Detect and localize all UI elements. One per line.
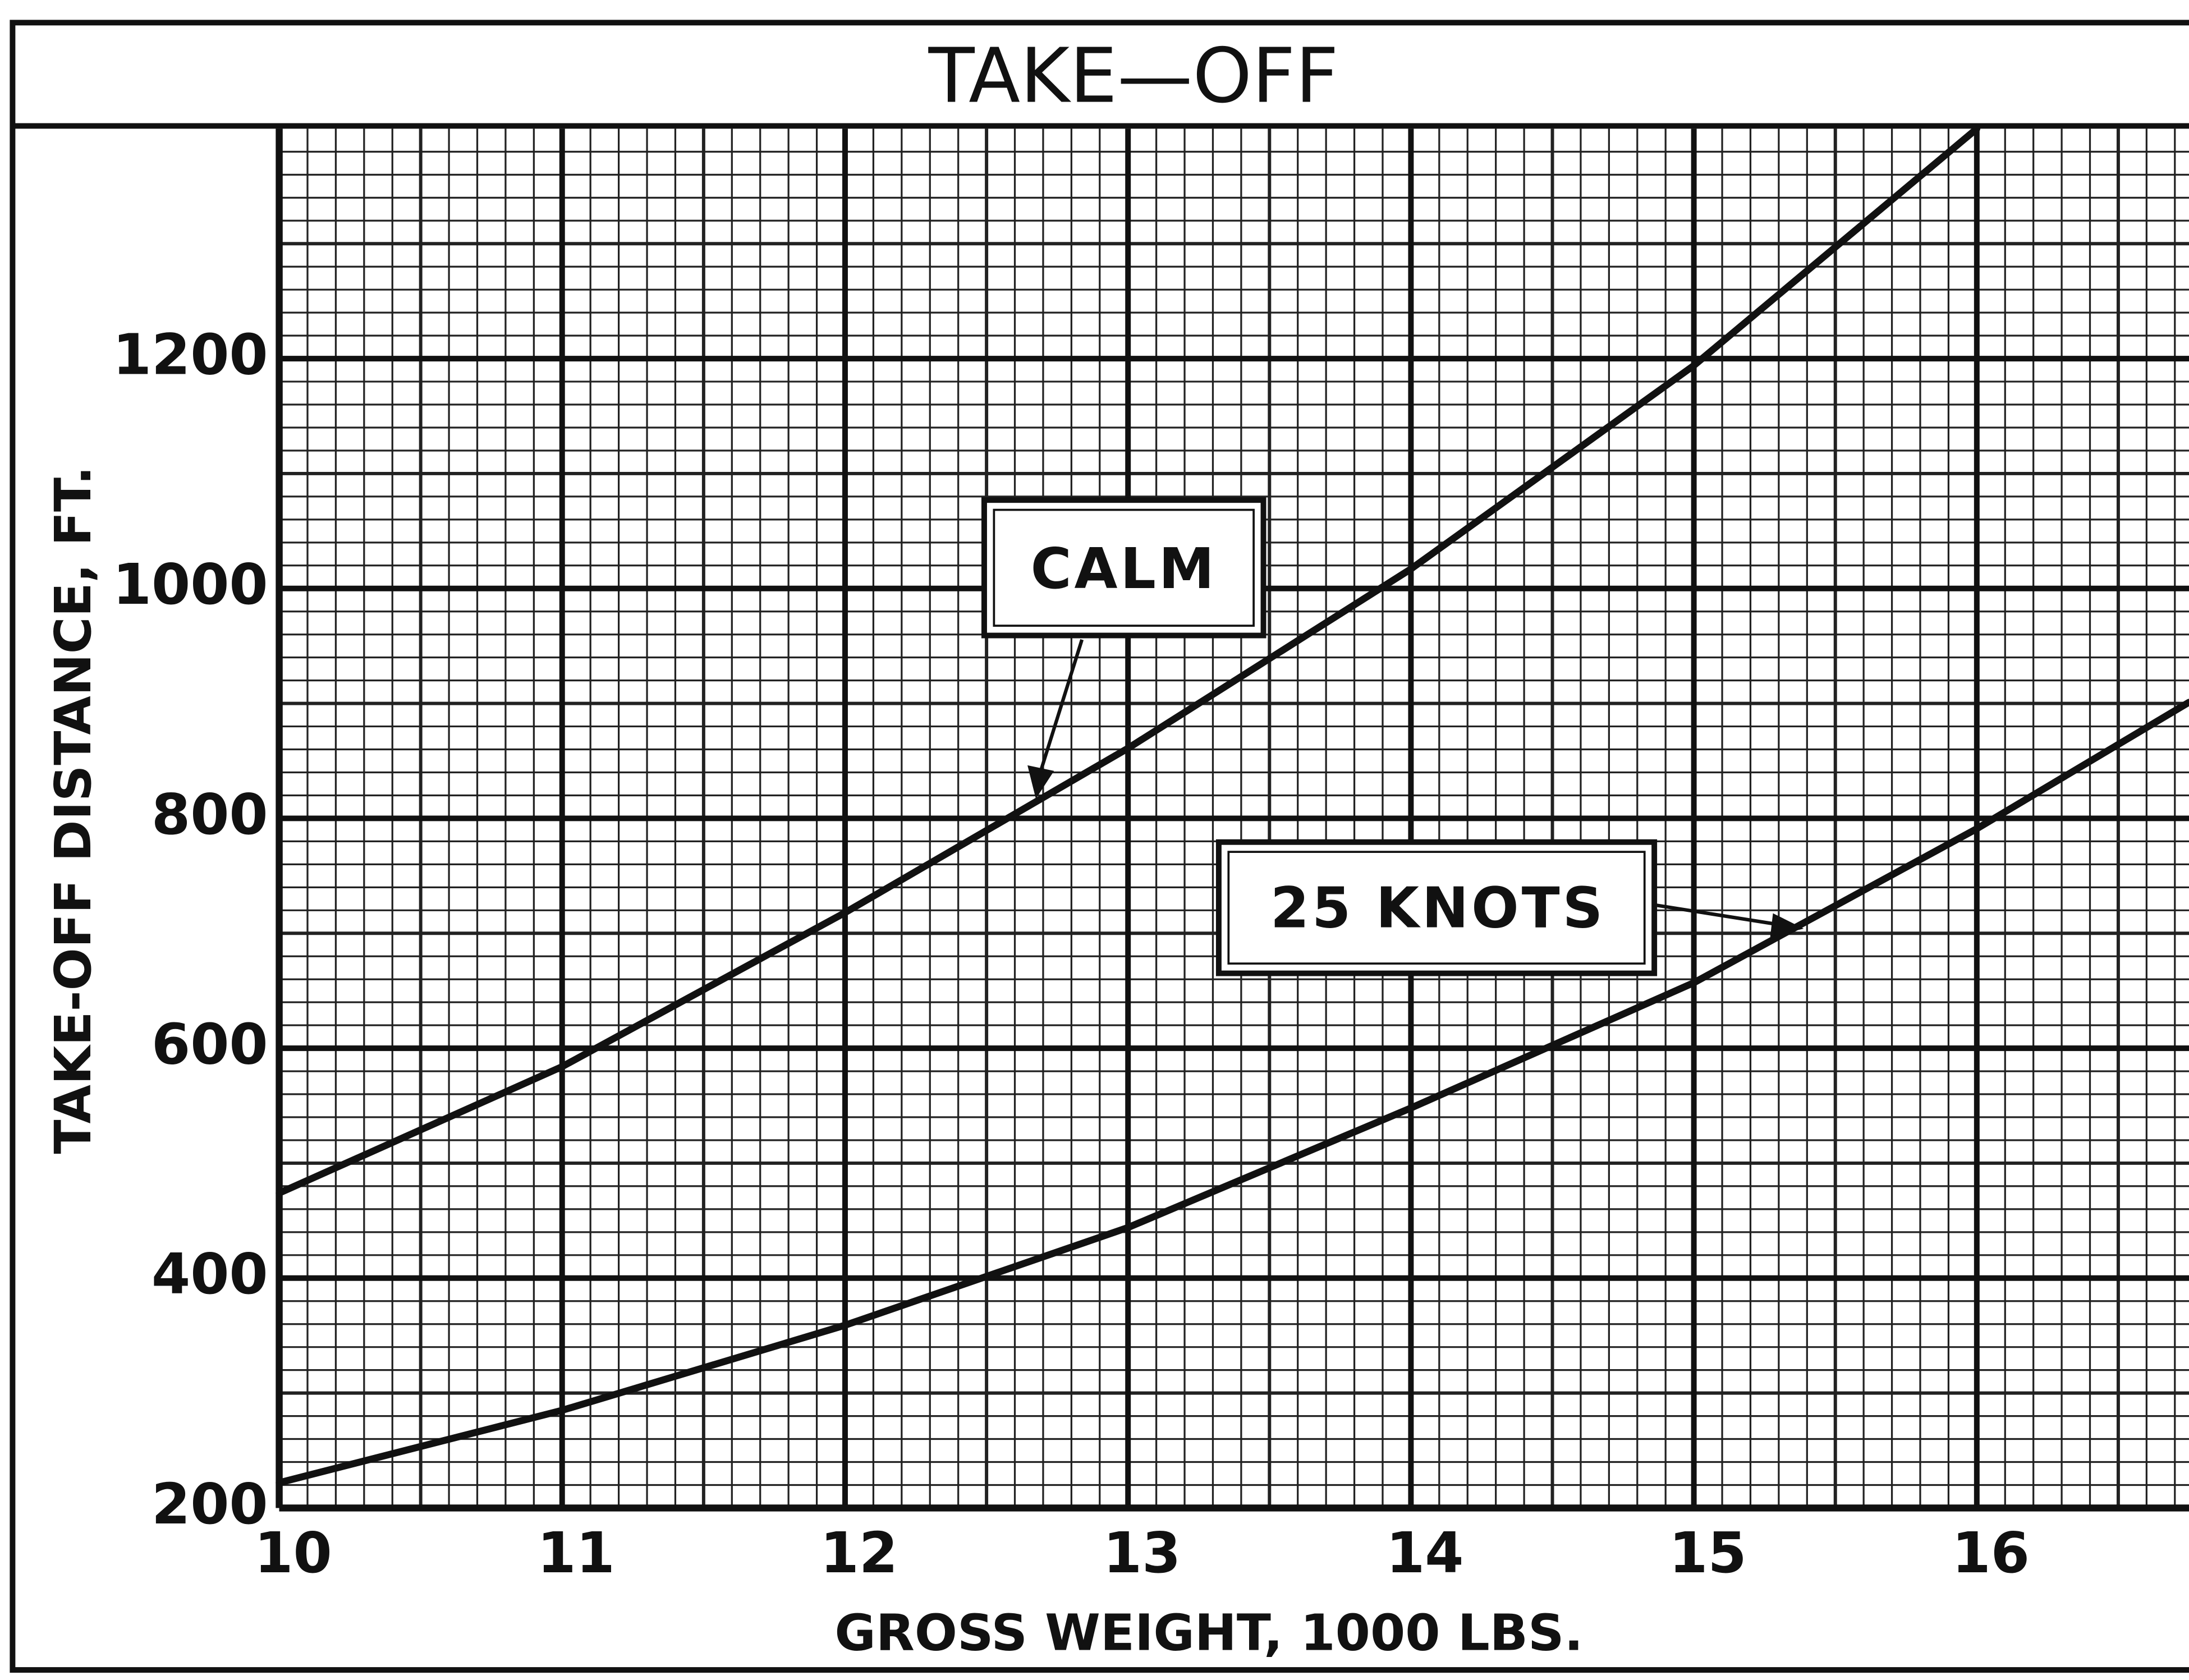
y-tick-label: 200 xyxy=(152,1472,268,1537)
y-tick-label: 1200 xyxy=(113,323,268,387)
annotation: 25 KNOTS xyxy=(1270,876,1605,940)
x-tick-label: 16 xyxy=(1952,1521,2029,1586)
annotation-box xyxy=(981,497,1266,639)
grid xyxy=(276,128,2189,1512)
annotation: CALM xyxy=(1031,537,1217,602)
x-tick-label: 10 xyxy=(254,1521,332,1586)
line-series xyxy=(276,125,1981,1197)
arrow-head xyxy=(1770,913,1804,937)
annotation-arrow xyxy=(1035,639,1084,783)
x-tick-label: 13 xyxy=(1103,1521,1181,1586)
y-tick-label: 800 xyxy=(152,783,268,847)
x-tick-label: 11 xyxy=(537,1521,614,1586)
annotation-box-inner xyxy=(993,508,1255,627)
x-tick-label: 14 xyxy=(1386,1521,1463,1586)
arrow-head xyxy=(1027,765,1054,799)
y-tick-label: 400 xyxy=(152,1242,268,1307)
knots-annotation: 25 KNOTS xyxy=(1215,839,1804,976)
annotation-box-inner xyxy=(1227,851,1646,965)
calm-annotation: CALM xyxy=(981,497,1266,799)
y-tick-label: 600 xyxy=(152,1012,268,1077)
y-axis-label: TAKE-OFF DISTANCE, FT. xyxy=(44,466,103,1154)
marks xyxy=(276,125,2189,1486)
chart-title: TAKE—OFF xyxy=(928,31,1339,120)
x-axis-label: GROSS WEIGHT, 1000 LBS. xyxy=(834,1604,1583,1663)
y-tick-label: 1000 xyxy=(113,553,268,617)
annotation-box xyxy=(1215,839,1658,976)
frame xyxy=(10,20,2189,1673)
line-series xyxy=(276,699,2189,1486)
x-tick-label: 15 xyxy=(1669,1521,1746,1586)
annotation-arrow xyxy=(1654,903,1787,928)
x-tick-label: 12 xyxy=(820,1521,898,1586)
